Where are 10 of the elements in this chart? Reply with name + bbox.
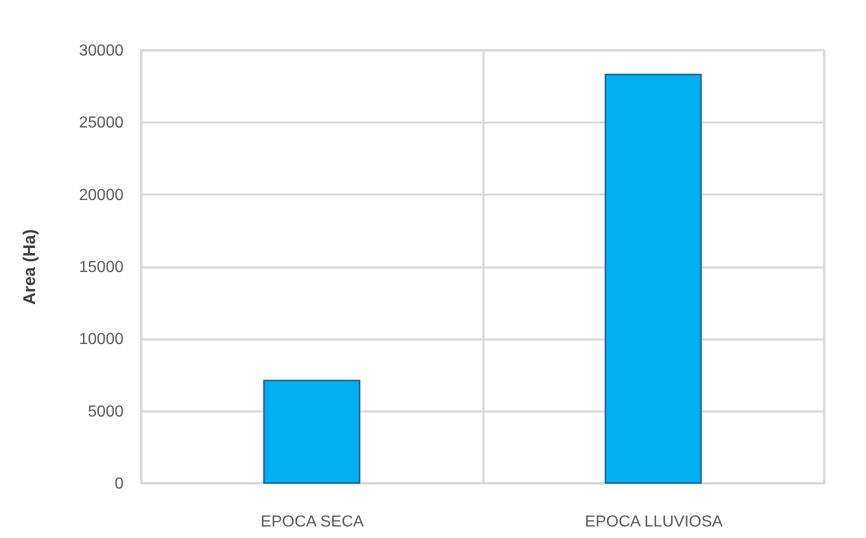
y-tick-label: 20000 [79,186,124,204]
y-tick-label: 15000 [79,259,124,276]
y-axis-title: Area (Ha) [20,229,40,305]
x-tick-label: EPOCA SECA [260,514,364,530]
y-tick-label: 5000 [88,403,124,420]
y-tick-label: 30000 [79,42,124,60]
y-tick-label: 25000 [79,114,124,132]
y-tick-label: 10000 [79,331,124,348]
x-tick-label: EPOCA LLUVIOSA [584,514,723,530]
y-tick-label: 0 [114,476,124,492]
